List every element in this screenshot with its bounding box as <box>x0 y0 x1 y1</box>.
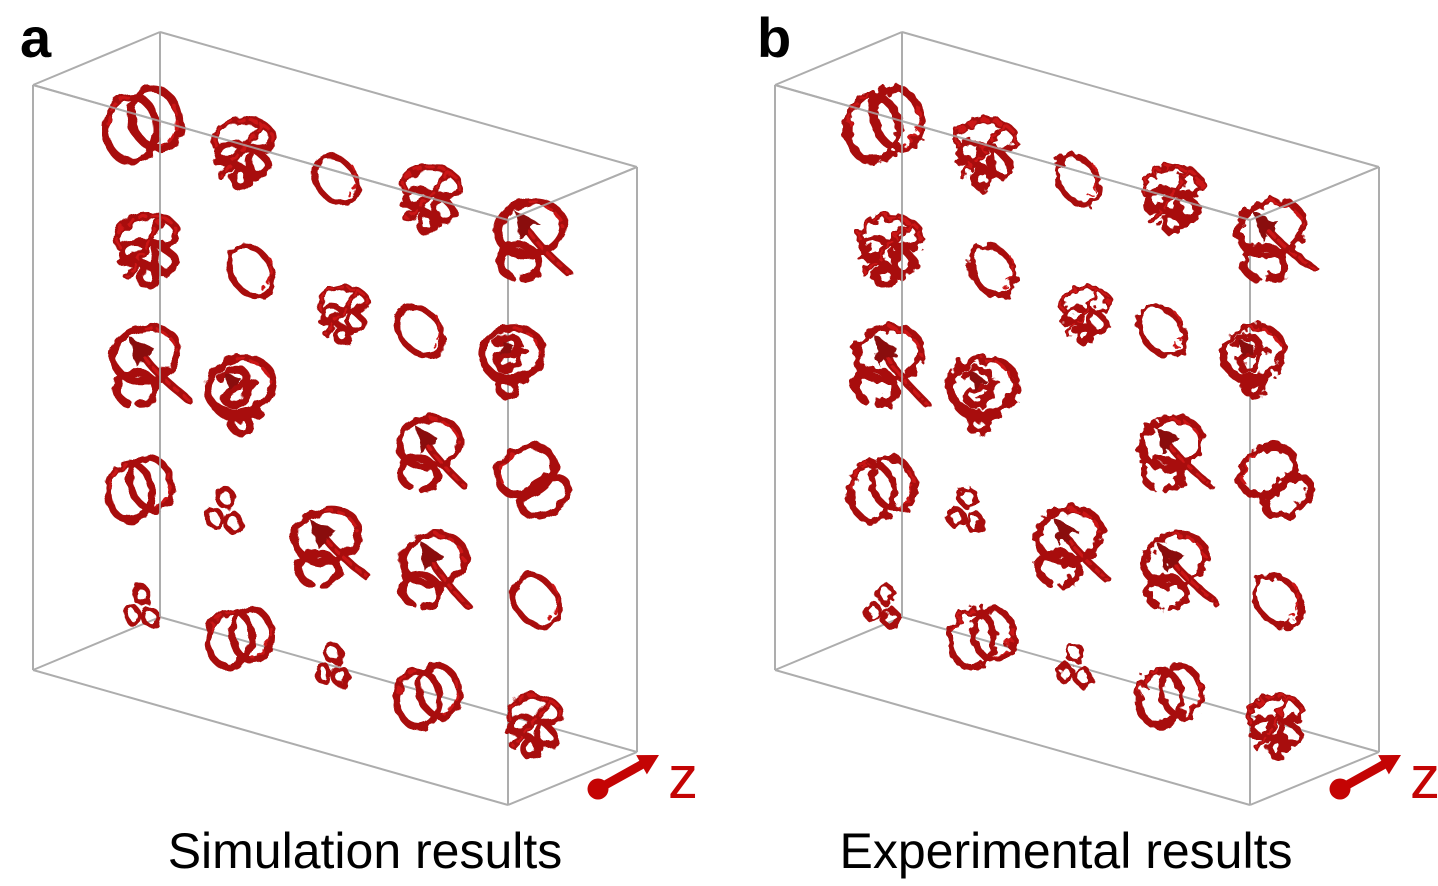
structure-double-ring <box>97 81 188 167</box>
box-edge <box>32 616 161 671</box>
z-axis-indicator-a <box>587 755 659 800</box>
structure-rings3 <box>864 582 903 630</box>
structure-ring <box>960 236 1027 306</box>
box-wireframe-front-a <box>32 32 638 617</box>
structure-star-knot <box>1144 167 1202 233</box>
structures-b <box>839 81 1319 759</box>
structure-rings3 <box>123 583 161 630</box>
structure-ring <box>502 566 569 636</box>
structure-star-knot <box>1247 694 1305 759</box>
z-axis-label-a: z <box>668 744 698 811</box>
structure-rings3 <box>206 486 244 533</box>
structure-double-ring <box>1134 661 1207 729</box>
structure-star-knot <box>954 118 1017 189</box>
z-axis-indicator-b <box>1329 755 1401 800</box>
structure-star-knot <box>115 214 180 288</box>
structure-ring-arrow <box>1135 411 1209 489</box>
structure-star-knot <box>320 288 367 343</box>
box-edge <box>774 669 1251 806</box>
structure-star-knot <box>399 165 461 235</box>
structure-double-ring <box>946 603 1019 671</box>
box-edge <box>901 31 1380 168</box>
structure-ring-arrow <box>1137 526 1214 608</box>
structure-star-knot <box>505 695 561 758</box>
structure-ring-star <box>475 320 550 399</box>
structure-ring-arrow <box>393 524 476 611</box>
box-edge <box>32 669 509 806</box>
z-axis-origin-dot <box>1329 778 1351 800</box>
structure-ring <box>1129 296 1196 366</box>
structure-ring <box>386 295 455 367</box>
caption-simulation: Simulation results <box>168 823 563 879</box>
box-wireframe-b <box>774 31 1380 806</box>
box-wireframe-a <box>32 31 638 806</box>
structure-ring-arrow <box>1031 502 1109 585</box>
structure-ring <box>1047 148 1109 213</box>
panel-b: b z Experimental results <box>757 6 1438 879</box>
structure-q-ring <box>488 435 576 525</box>
structure-double-ring <box>391 660 466 730</box>
structure-ring-star <box>944 352 1023 435</box>
z-axis-origin-dot <box>587 778 609 800</box>
panel-label-b: b <box>757 6 791 69</box>
box-edge <box>774 616 903 671</box>
box-edge <box>507 751 638 806</box>
structure-ring-arrow <box>287 500 368 586</box>
structure-rings3 <box>947 486 986 534</box>
box-edge-front <box>1249 166 1380 221</box>
structure-ring <box>304 146 368 213</box>
structure-star-knot <box>856 213 923 288</box>
structure-ring-star <box>1215 318 1292 399</box>
z-axis-arrowhead <box>1378 755 1401 775</box>
panel-label-a: a <box>20 6 52 69</box>
structure-ring <box>217 235 286 307</box>
structure-double-ring <box>203 602 278 672</box>
structure-ring <box>1242 564 1314 639</box>
structure-double-ring <box>839 81 930 167</box>
box-edge <box>159 31 638 168</box>
structure-q-ring <box>1229 434 1320 527</box>
box-edge <box>32 31 161 86</box>
structure-double-ring <box>101 451 180 525</box>
box-edge-front <box>507 166 638 221</box>
z-axis-arrowhead <box>636 755 659 775</box>
caption-experimental: Experimental results <box>840 823 1293 879</box>
panel-a: a z Simulation results <box>20 6 698 879</box>
structure-star-knot <box>1062 288 1109 343</box>
structure-ring-arrow <box>392 410 468 491</box>
structure-double-ring <box>843 451 922 525</box>
z-axis-label-b: z <box>1410 744 1438 811</box>
structure-ring-arrow <box>491 194 571 279</box>
box-edge <box>774 31 903 86</box>
structure-ring-arrow <box>846 317 932 407</box>
box-wireframe-front-b <box>774 32 1380 617</box>
structure-ring-arrow <box>107 320 187 405</box>
structure-ring-star <box>199 349 283 437</box>
structure-ring-arrow <box>1230 191 1316 281</box>
structure-star-knot <box>213 119 273 188</box>
box-edge-front <box>774 84 1251 221</box>
box-edge <box>1249 751 1380 806</box>
structures-a <box>97 81 576 758</box>
box-edge-front <box>32 84 509 221</box>
